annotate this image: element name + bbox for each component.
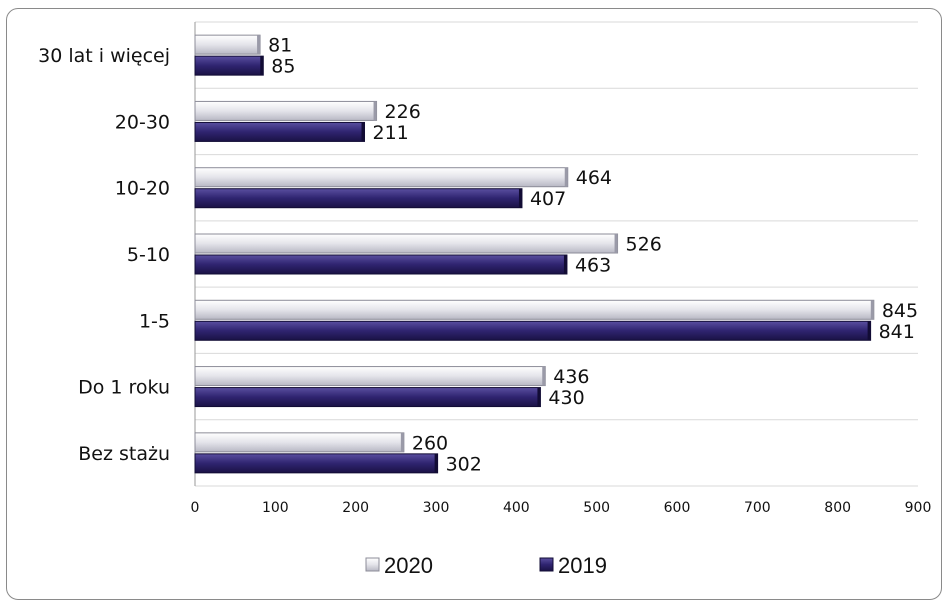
x-tick-label: 800 xyxy=(824,500,851,516)
bar-2020 xyxy=(194,233,619,254)
bar-end-cap xyxy=(867,321,871,341)
data-label: 81 xyxy=(268,35,292,57)
data-label: 464 xyxy=(576,167,612,189)
x-tick-label: 0 xyxy=(191,500,200,516)
bar-end-cap xyxy=(373,101,377,121)
bar-end-cap xyxy=(563,255,567,274)
x-tick-label: 600 xyxy=(664,500,691,516)
category-label: 10-20 xyxy=(115,178,170,200)
bar-2019 xyxy=(194,320,872,341)
category-label: 1-5 xyxy=(139,310,170,332)
bar-end-cap xyxy=(434,453,438,473)
bar-2019 xyxy=(194,387,541,408)
bar-2020 xyxy=(194,299,875,320)
x-tick-label: 900 xyxy=(905,500,932,516)
legend: 2020 2019 xyxy=(365,553,607,578)
x-tick-label: 400 xyxy=(503,500,530,516)
x-tick-label: 300 xyxy=(423,500,450,516)
bar-end-cap xyxy=(537,387,541,407)
category-label: Do 1 roku xyxy=(78,377,170,399)
bar-end-cap xyxy=(400,432,404,452)
data-label: 845 xyxy=(882,300,918,322)
data-label: 211 xyxy=(373,122,409,144)
bar-end-cap xyxy=(518,188,522,208)
data-label: 526 xyxy=(626,234,662,256)
bar-end-cap xyxy=(614,234,618,253)
legend-swatch xyxy=(539,557,554,572)
x-tick-label: 200 xyxy=(342,500,369,516)
x-tick-label: 500 xyxy=(583,500,610,516)
bar-2020 xyxy=(194,34,261,55)
legend-label: 2020 xyxy=(384,553,433,578)
x-tick-label: 100 xyxy=(262,500,289,516)
legend-label: 2019 xyxy=(558,553,607,578)
data-label: 407 xyxy=(530,188,566,210)
data-label: 436 xyxy=(553,366,589,388)
data-label: 841 xyxy=(879,321,915,343)
gridlines xyxy=(194,21,918,487)
bar-end-cap xyxy=(257,35,261,55)
bar-2020 xyxy=(194,100,378,121)
data-label: 85 xyxy=(271,56,295,78)
bar-2019 xyxy=(194,453,439,474)
bar-2020 xyxy=(194,366,546,387)
data-label: 302 xyxy=(446,453,482,475)
bar-2019 xyxy=(194,121,366,142)
bar-end-cap xyxy=(564,167,568,187)
bar-2019 xyxy=(194,55,264,76)
data-label: 430 xyxy=(548,387,584,409)
bar-2020 xyxy=(194,167,569,188)
category-label: Bez stażu xyxy=(78,443,170,465)
category-label: 5-10 xyxy=(127,244,170,266)
category-label: 20-30 xyxy=(115,111,170,133)
data-label: 463 xyxy=(575,255,611,277)
legend-swatch xyxy=(365,557,380,572)
category-label: 30 lat i więcej xyxy=(38,45,170,67)
bar-end-cap xyxy=(260,56,264,76)
data-label: 226 xyxy=(385,101,421,123)
bar-2019 xyxy=(194,254,568,275)
bar-2019 xyxy=(194,188,523,209)
bar-2020 xyxy=(194,432,405,453)
bar-end-cap xyxy=(361,122,365,142)
bar-end-cap xyxy=(542,366,546,386)
bar-end-cap xyxy=(870,300,874,320)
bars xyxy=(194,34,875,474)
x-tick-label: 700 xyxy=(744,500,771,516)
data-label: 260 xyxy=(412,432,448,454)
labels: 0 100 200 300 400 500 600 700 800 900 Bez stażu 260… xyxy=(38,35,931,516)
